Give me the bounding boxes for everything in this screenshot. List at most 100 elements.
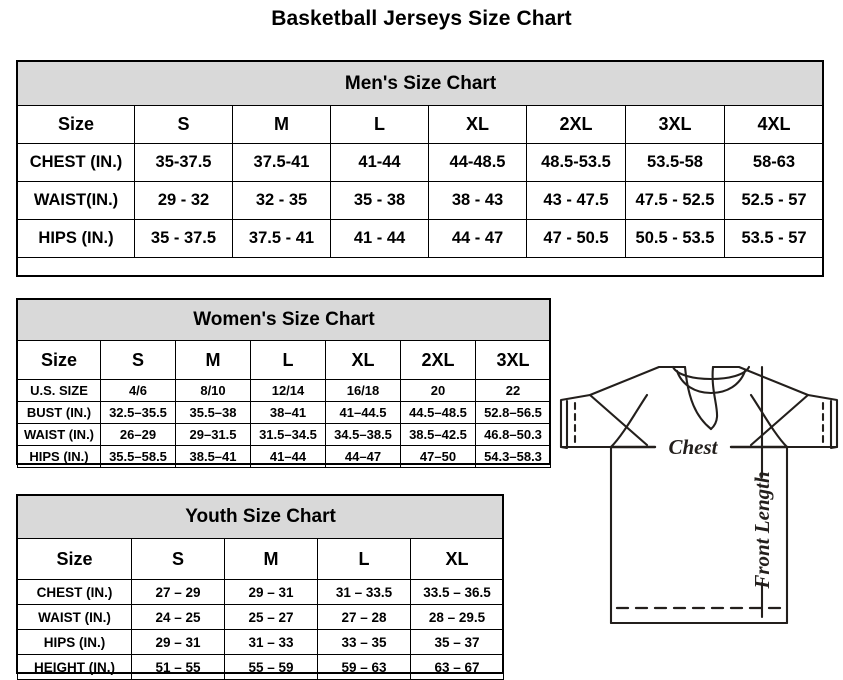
youth-row-label-hips: HIPS (IN.): [17, 629, 132, 655]
womens-header-s: S: [100, 340, 176, 380]
womens-cell-hips-l: 41–44: [250, 445, 326, 468]
womens-cell-bust-l: 38–41: [250, 401, 326, 424]
chest-measure-label: Chest: [668, 435, 718, 459]
youth-cell-waist-xl: 28 – 29.5: [409, 604, 505, 630]
womens-cell-hips-xl: 44–47: [325, 445, 401, 468]
mens-header-xl: XL: [428, 105, 527, 144]
youth-cell-chest-m: 29 – 31: [224, 579, 318, 605]
womens-header-2xl: 2XL: [400, 340, 476, 380]
table-row: WAIST (IN.) 26–29 29–31.5 31.5–34.5 34.5…: [17, 423, 551, 446]
mens-header-l: L: [330, 105, 429, 144]
womens-cell-bust-2xl: 44.5–48.5: [400, 401, 476, 424]
mens-header-size: Size: [17, 105, 135, 144]
womens-cell-ussize-xl: 16/18: [325, 379, 401, 402]
mens-cell-hips-l: 41 - 44: [330, 219, 429, 258]
womens-cell-bust-3xl: 52.8–56.5: [475, 401, 551, 424]
youth-cell-hips-l: 33 – 35: [317, 629, 411, 655]
mens-cell-hips-3xl: 50.5 - 53.5: [625, 219, 725, 258]
youth-cell-hips-xl: 35 – 37: [409, 629, 505, 655]
youth-cell-height-l: 59 – 63: [317, 654, 411, 680]
mens-cell-waist-l: 35 - 38: [330, 181, 429, 220]
womens-cell-hips-2xl: 47–50: [400, 445, 476, 468]
front-length-measure-label: Front Length: [750, 471, 774, 589]
womens-cell-bust-xl: 41–44.5: [325, 401, 401, 424]
youth-banner-row: Youth Size Chart: [16, 495, 505, 539]
mens-cell-waist-3xl: 47.5 - 52.5: [625, 181, 725, 220]
mens-cell-hips-s: 35 - 37.5: [134, 219, 233, 258]
womens-cell-waist-2xl: 38.5–42.5: [400, 423, 476, 446]
womens-header-xl: XL: [325, 340, 401, 380]
collar-band-mid: [675, 369, 747, 395]
table-row: CHEST (IN.) 35-37.5 37.5-41 41-44 44-48.…: [17, 143, 825, 182]
mens-row-label-chest: CHEST (IN.): [17, 143, 135, 182]
youth-cell-chest-l: 31 – 33.5: [317, 579, 411, 605]
mens-cell-chest-3xl: 53.5-58: [625, 143, 725, 182]
left-shoulder-line: [588, 365, 687, 397]
table-row: CHEST (IN.) 27 – 29 29 – 31 31 – 33.5 33…: [17, 579, 505, 605]
youth-cell-chest-xl: 33.5 – 36.5: [409, 579, 505, 605]
page-title: Basketball Jerseys Size Chart: [271, 7, 572, 30]
table-row: WAIST(IN.) 29 - 32 32 - 35 35 - 38 38 - …: [17, 181, 825, 220]
womens-row-label-bust: BUST (IN.): [17, 401, 101, 424]
womens-cell-hips-m: 38.5–41: [175, 445, 251, 468]
youth-cell-waist-l: 27 – 28: [317, 604, 411, 630]
youth-header-size: Size: [17, 538, 132, 580]
womens-header-size: Size: [17, 340, 101, 380]
youth-header-row: Size S M L XL: [17, 538, 505, 580]
youth-header-xl: XL: [409, 538, 505, 580]
mens-cell-chest-4xl: 58-63: [723, 143, 825, 182]
womens-row-label-waist: WAIST (IN.): [17, 423, 101, 446]
womens-cell-bust-s: 32.5–35.5: [100, 401, 176, 424]
table-row: WAIST (IN.) 24 – 25 25 – 27 27 – 28 28 –…: [17, 604, 505, 630]
mens-header-3xl: 3XL: [625, 105, 725, 144]
table-row: HIPS (IN.) 29 – 31 31 – 33 33 – 35 35 – …: [17, 629, 505, 655]
youth-header-s: S: [131, 538, 225, 580]
youth-cell-height-xl: 63 – 67: [409, 654, 505, 680]
mens-cell-chest-2xl: 48.5-53.5: [526, 143, 626, 182]
youth-cell-hips-s: 29 – 31: [131, 629, 225, 655]
mens-header-m: M: [232, 105, 331, 144]
youth-cell-hips-m: 31 – 33: [224, 629, 318, 655]
mens-cell-waist-s: 29 - 32: [134, 181, 233, 220]
mens-cell-hips-2xl: 47 - 50.5: [526, 219, 626, 258]
mens-cell-hips-xl: 44 - 47: [428, 219, 527, 258]
youth-size-chart-table: Youth Size Chart Size S M L XL CHEST (IN…: [16, 495, 505, 680]
mens-row-label-hips: HIPS (IN.): [17, 219, 135, 258]
youth-cell-waist-m: 25 – 27: [224, 604, 318, 630]
womens-cell-ussize-l: 12/14: [250, 379, 326, 402]
mens-cell-waist-m: 32 - 35: [232, 181, 331, 220]
mens-cell-hips-4xl: 53.5 - 57: [723, 219, 825, 258]
mens-cell-waist-xl: 38 - 43: [428, 181, 527, 220]
womens-row-label-hips: HIPS (IN.): [17, 445, 101, 468]
youth-cell-chest-s: 27 – 29: [131, 579, 225, 605]
left-sleeve-outline: [559, 393, 649, 450]
mens-cell-chest-xl: 44-48.5: [428, 143, 527, 182]
womens-header-row: Size S M L XL 2XL 3XL: [17, 340, 551, 380]
jersey-measurement-diagram: Chest Front Length: [555, 355, 843, 675]
left-sleeve-inner-seam: [609, 393, 649, 449]
mens-cell-chest-s: 35-37.5: [134, 143, 233, 182]
womens-size-chart-table: Women's Size Chart Size S M L XL 2XL 3XL…: [17, 299, 551, 468]
womens-cell-ussize-m: 8/10: [175, 379, 251, 402]
mens-header-4xl: 4XL: [723, 105, 825, 144]
mens-cell-chest-m: 37.5-41: [232, 143, 331, 182]
youth-header-m: M: [224, 538, 318, 580]
womens-header-m: M: [175, 340, 251, 380]
youth-cell-height-s: 51 – 55: [131, 654, 225, 680]
youth-row-label-chest: CHEST (IN.): [17, 579, 132, 605]
right-sleeve-inner-seam: [749, 393, 789, 449]
mens-cell-waist-2xl: 43 - 47.5: [526, 181, 626, 220]
womens-cell-ussize-2xl: 20: [400, 379, 476, 402]
womens-cell-ussize-s: 4/6: [100, 379, 176, 402]
womens-row-label-us-size: U.S. SIZE: [17, 379, 101, 402]
table-row: HIPS (IN.) 35.5–58.5 38.5–41 41–44 44–47…: [17, 445, 551, 468]
mens-header-row: Size S M L XL 2XL 3XL 4XL: [17, 105, 825, 144]
youth-chart-banner: Youth Size Chart: [16, 495, 505, 539]
womens-cell-waist-l: 31.5–34.5: [250, 423, 326, 446]
right-shoulder-line: [711, 365, 810, 397]
table-row: HIPS (IN.) 35 - 37.5 37.5 - 41 41 - 44 4…: [17, 219, 825, 258]
mens-size-chart-table: Men's Size Chart Size S M L XL 2XL 3XL 4…: [16, 61, 825, 258]
youth-cell-waist-s: 24 – 25: [131, 604, 225, 630]
collar-right-outer: [709, 365, 719, 431]
womens-cell-waist-s: 26–29: [100, 423, 176, 446]
